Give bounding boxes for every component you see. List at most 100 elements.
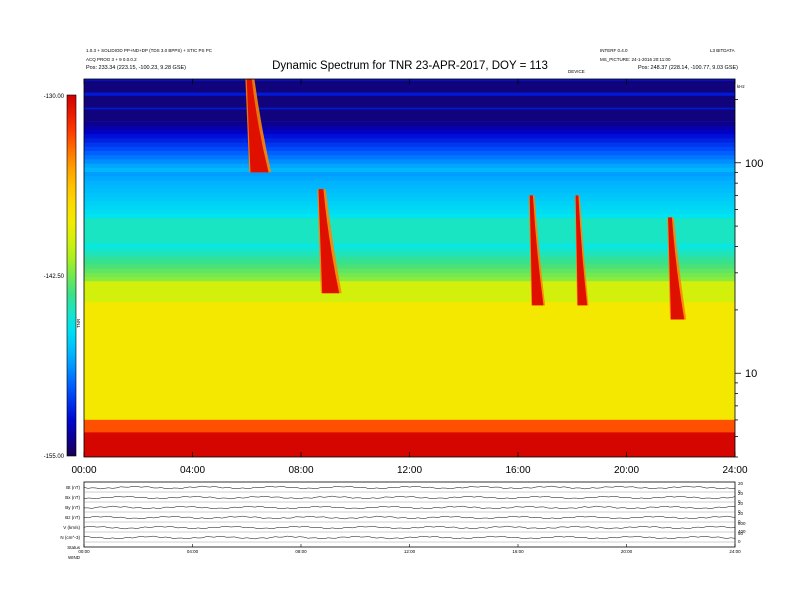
stack-x-tick-label: 16:00 [512,549,524,554]
spectrum-band [84,125,735,130]
spectrum-band [84,280,735,286]
panel-trace [83,485,736,490]
panel-right-tick: 0 [738,499,741,504]
radio-burst-core [668,217,685,320]
spectrum-band [84,301,735,307]
stack-x-tick-label: 08:00 [295,549,307,554]
panel-right-tick: 0 [738,489,741,494]
spectrum-band [84,314,735,319]
y-tick-label: 10 [745,368,757,380]
spectrum-band [84,255,735,261]
panel-label: V (km/s) [63,525,80,530]
spectrum-band [84,247,735,252]
spectrum-band [84,158,735,164]
panel-right-tick: 20 [738,511,744,516]
spectrum-band [84,440,735,445]
spectrum-band [84,377,735,382]
spectrum-band [84,154,735,160]
spectrum-band [84,175,735,181]
spectrum-band [84,284,735,290]
spectrum-band [84,200,735,206]
spectrum-band [84,402,735,408]
spectrum-band [84,179,735,185]
spectrum-band [84,150,735,156]
spectrum-band [84,230,735,235]
panel-trace [83,515,736,520]
stack-x-tick-label: 20:00 [621,549,633,554]
spectrum-band [84,91,735,97]
spectrum-band [84,419,735,424]
panel-right-tick: 800 [738,521,746,526]
header-right-line2: MS_PICTURE: 24-1-2016 20:11:00 [600,57,671,62]
spectrum-band [84,188,735,193]
panel-label: Bz (nT) [65,515,80,520]
panel-right-tick: 0 [738,539,741,544]
panel-label: By (nT) [65,505,80,510]
spectrogram-y-axis: 10 100 [735,98,763,458]
spectrum-band [84,415,735,420]
spectrum-band [84,381,735,387]
radio-burst-core [575,195,588,306]
x-tick-label: 00:00 [71,465,96,476]
spectrum-band [84,368,735,374]
radio-burst-core [246,79,269,173]
spectrum-band [84,221,735,227]
spectrum-band [84,121,735,126]
panel-right-tick: 20 [738,501,744,506]
spectrum-band [84,226,735,231]
chart-title: Dynamic Spectrum for TNR 23-APR-2017, DO… [272,60,548,72]
spectrum-band [84,263,735,269]
y-unit-label: kHz [737,84,745,89]
stack-x-tick-label: 12:00 [404,549,416,554]
spectrum-band [84,163,735,168]
spectrum-band [84,129,735,135]
panel-label: Bt (nT) [66,485,80,490]
spectrum-band [84,352,735,357]
header-right-line3: Pos: 248.37 (228.14, -100.77, 9.03 GSE) [638,65,738,71]
spectrum-band [84,242,735,248]
panel-label: N (cm^-3) [60,535,80,540]
spectrum-band [84,448,735,454]
spectrum-band [84,385,735,391]
spectrum-band [84,167,735,172]
colorbar-label: TNR [76,318,81,328]
spectrum-band [84,146,735,151]
status-value: WIND [68,555,81,560]
spectrum-band [84,343,735,349]
x-tick-label: 16:00 [505,465,530,476]
x-tick-label: 24:00 [722,465,747,476]
dark-band [84,95,735,108]
spectrum-band [84,364,735,370]
header-left-line1: 1.0.3 + SOLIDIOD PP+ND+DP (TDS 3.0 BPPS)… [86,48,213,53]
y-tick-label: 100 [745,158,763,170]
colorbar-tick-min: -155.00 [44,454,65,460]
spectrum-band [84,171,735,177]
stack-x-tick-label: 24:00 [729,549,741,554]
panel-trace [83,495,736,500]
spectrum-band [84,217,735,223]
panel-right-tick: 20 [738,491,744,496]
spectrum-band [84,394,735,399]
spectrum-band [84,431,735,437]
spectrum-band [84,192,735,198]
panel-trace [84,505,736,510]
spectrum-band [84,297,735,303]
spectrum-band [84,142,735,147]
spectrum-band [84,133,735,139]
spectrum-band [84,268,735,273]
spectrum-band [84,196,735,202]
colorbar-tick-mid: -142.50 [44,274,65,280]
header-right-corner-1: L3 BITDATA [710,48,735,53]
colorbar-tick-max: -130.00 [44,94,65,100]
panel-label: Bx (nT) [65,495,80,500]
radio-burst-core [529,195,544,306]
panel-label: Status [67,545,81,550]
spectrum-band [84,137,735,143]
spectrogram-x-axis: 00:00 04:00 08:00 12:00 16:00 20:00 24:00 [71,79,748,476]
panel-trace [83,525,736,530]
panel-trace [83,535,736,540]
spectrum-band [84,310,735,315]
